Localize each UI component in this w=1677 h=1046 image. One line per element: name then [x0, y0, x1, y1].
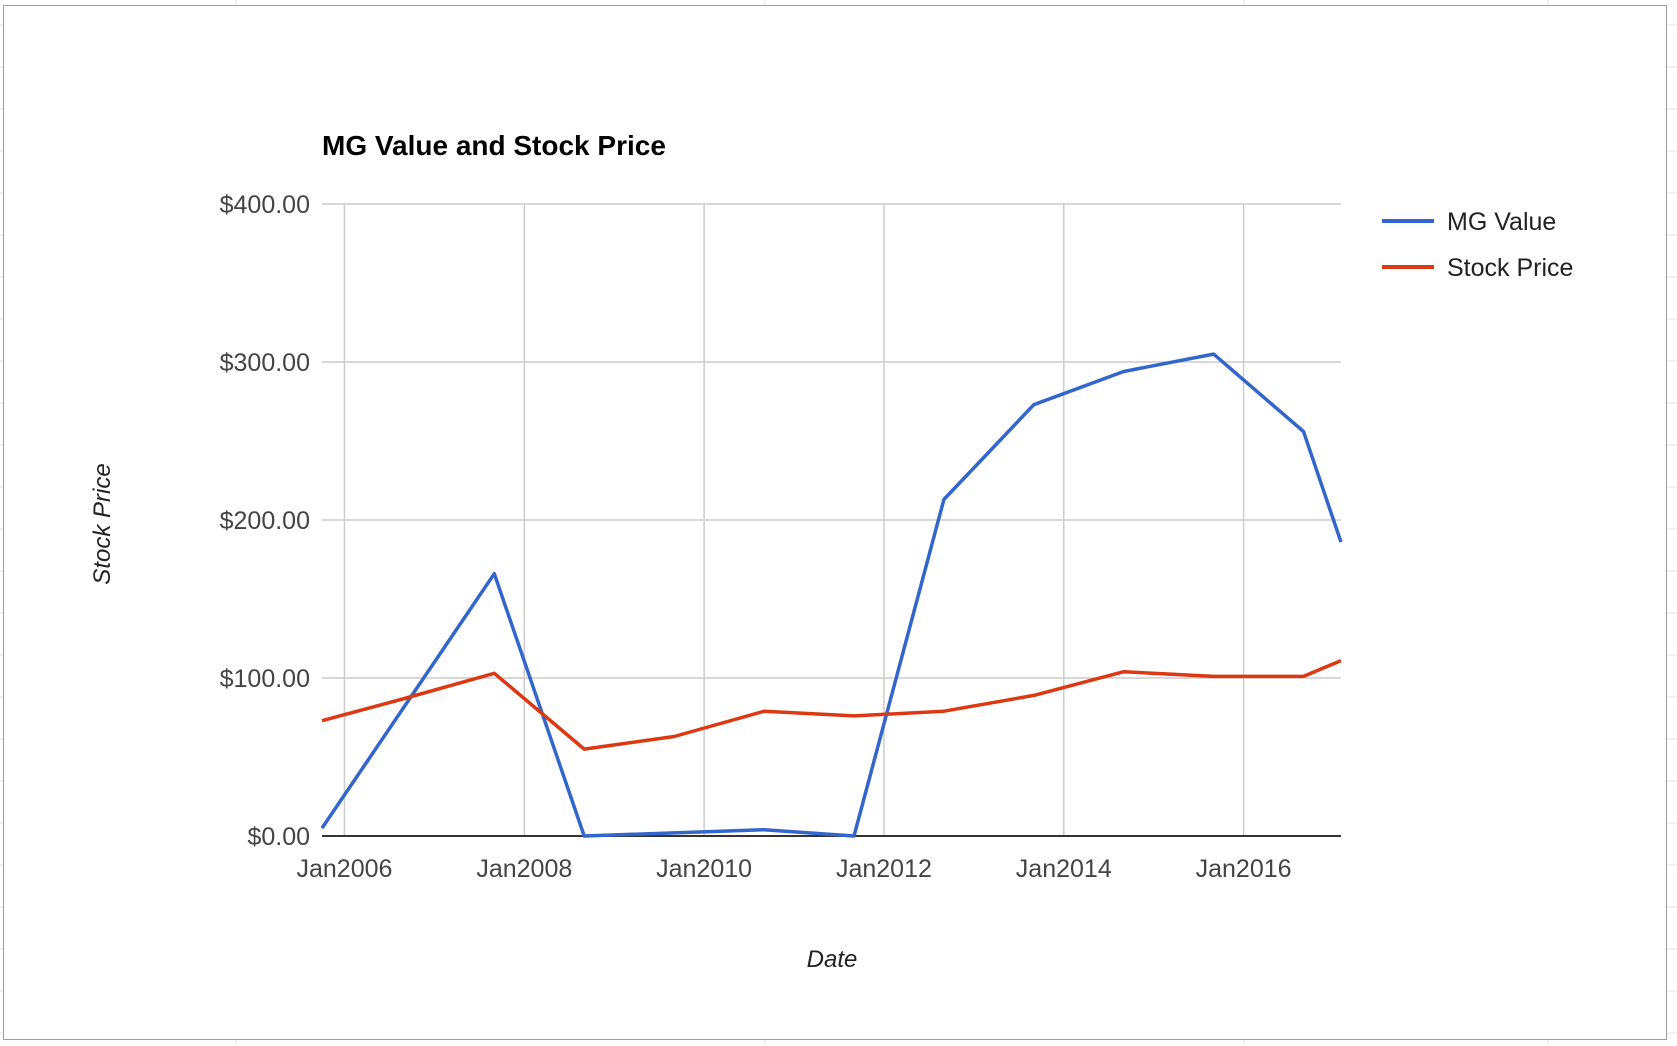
- y-axis-ticks: $0.00 $100.00 $200.00 $300.00 $400.00: [220, 191, 310, 851]
- x-tick-label: Jan2012: [836, 855, 932, 883]
- legend-label-stock-price: Stock Price: [1447, 254, 1573, 282]
- chart-legend: MG Value Stock Price: [1382, 208, 1573, 282]
- x-tick-label: Jan2010: [656, 855, 752, 883]
- y-tick-label: $400.00: [220, 191, 310, 219]
- x-axis-ticks: Jan2006 Jan2008 Jan2010 Jan2012 Jan2014 Jan20…: [297, 855, 1292, 883]
- x-tick-label: Jan2016: [1196, 855, 1292, 883]
- legend-label-mg-value: MG Value: [1447, 208, 1556, 236]
- y-tick-label: $200.00: [220, 507, 310, 535]
- series-line-stock-price: [321, 658, 1342, 751]
- line-chart: MG Value and Stock Price $0.00 $100.00 $20…: [89, 130, 1573, 973]
- y-tick-label: $100.00: [220, 665, 310, 693]
- series-line-mg-value: [320, 352, 1343, 838]
- x-tick-label: Jan2006: [297, 855, 393, 883]
- x-tick-label: Jan2008: [476, 855, 572, 883]
- chart-title: MG Value and Stock Price: [322, 130, 666, 161]
- y-tick-label: $0.00: [247, 823, 310, 851]
- y-axis-label: Stock Price: [89, 463, 116, 584]
- chart-container[interactable]: MG Value and Stock Price $0.00 $100.00 $20…: [3, 5, 1667, 1040]
- y-tick-label: $300.00: [220, 349, 310, 377]
- chart-series: [320, 352, 1343, 838]
- x-axis-label: Date: [807, 946, 858, 973]
- chart-grid: [322, 203, 1341, 836]
- x-tick-label: Jan2014: [1016, 855, 1112, 883]
